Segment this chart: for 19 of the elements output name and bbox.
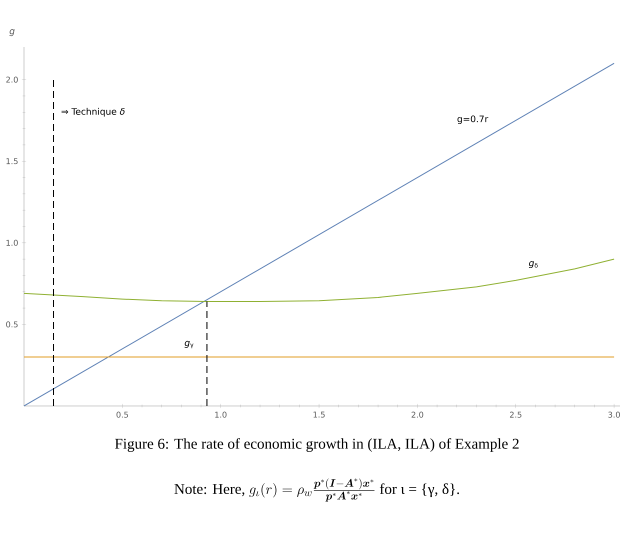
y-tick-label: 1.0 <box>6 240 18 246</box>
text: $g_{\iota}(r)=\rho_w\frac{\boldsymbol{p}^*(\boldsymbol{I}-\boldsymbol{A}^*)\boldsymbol{x}^*}{\boldsymbol{p}^*\boldsymbol{A}^*\boldsymbol{x}^*}$ <box>249 478 374 502</box>
series-label: g$_{δ}$ <box>528 261 538 268</box>
y-tick-label: 1.5 <box>6 158 18 164</box>
text: Figure 6: The rate of economic growth in (ILA, ILA) of Example 2 <box>115 438 519 452</box>
x-tick-label: 1.0 <box>215 412 227 418</box>
text: for ι = {γ, δ}. <box>380 483 460 498</box>
annotation: ⇒ Technique δ <box>62 108 125 117</box>
y-axis-title: g <box>10 29 15 36</box>
series-label: g=0.7r <box>457 115 488 124</box>
x-tick-label: 2.5 <box>510 412 522 418</box>
text: Note: Here, <box>174 484 244 496</box>
y-tick-label: 2.0 <box>6 76 18 83</box>
y-tick-label: 0.5 <box>6 321 18 328</box>
x-tick-label: 0.5 <box>116 412 128 418</box>
series-label: g$_{γ}$ <box>184 340 194 348</box>
x-tick-label: 1.5 <box>314 412 325 418</box>
x-tick-label: 2.0 <box>412 412 424 418</box>
x-tick-label: 3.0 <box>608 412 620 418</box>
